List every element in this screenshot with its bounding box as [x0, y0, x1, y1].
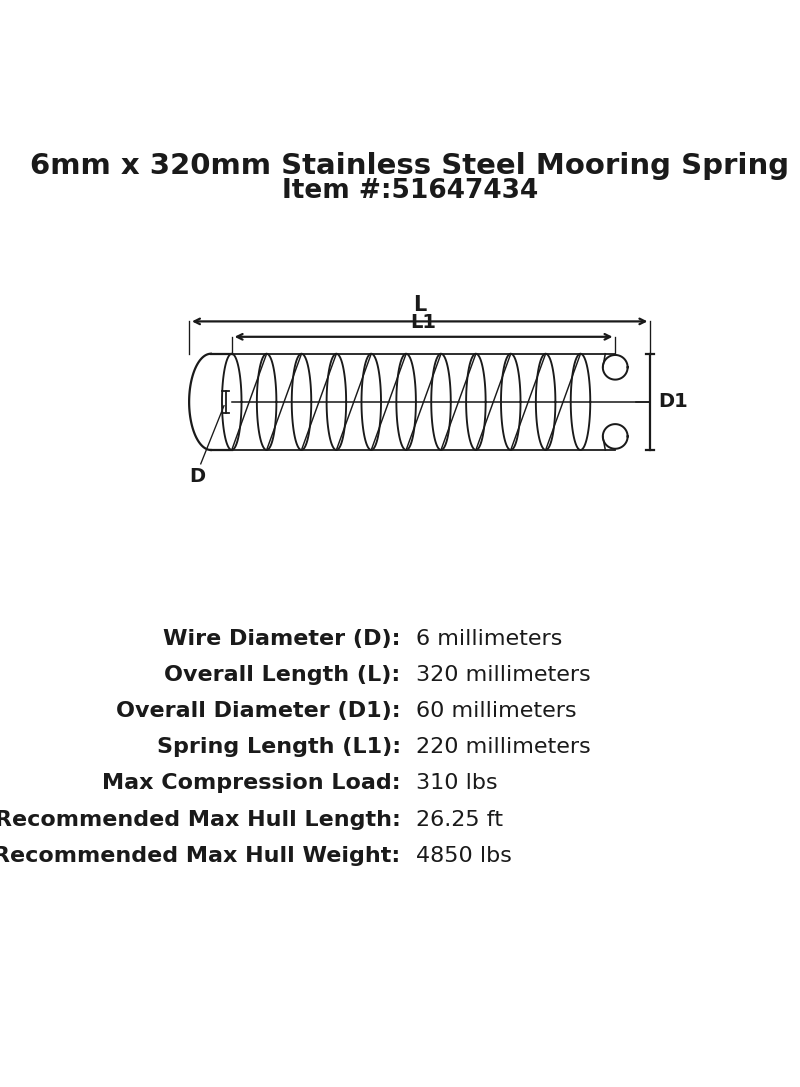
Text: 6mm x 320mm Stainless Steel Mooring Spring: 6mm x 320mm Stainless Steel Mooring Spri…	[30, 152, 790, 180]
Text: L: L	[413, 296, 426, 315]
Text: L1: L1	[410, 313, 437, 333]
Text: 26.25 ft: 26.25 ft	[416, 810, 503, 829]
Text: Recommended Max Hull Weight:: Recommended Max Hull Weight:	[0, 846, 401, 865]
Text: Item #:51647434: Item #:51647434	[282, 178, 538, 204]
Text: 4850 lbs: 4850 lbs	[416, 846, 512, 865]
Text: Spring Length (L1):: Spring Length (L1):	[157, 737, 401, 758]
Text: 60 millimeters: 60 millimeters	[416, 701, 577, 721]
Text: D1: D1	[658, 392, 688, 411]
Text: 6 millimeters: 6 millimeters	[416, 628, 562, 649]
Text: Max Compression Load:: Max Compression Load:	[102, 773, 401, 794]
Text: 220 millimeters: 220 millimeters	[416, 737, 591, 758]
Text: 310 lbs: 310 lbs	[416, 773, 498, 794]
Text: Overall Length (L):: Overall Length (L):	[165, 665, 401, 685]
Text: Overall Diameter (D1):: Overall Diameter (D1):	[116, 701, 401, 721]
Text: Wire Diameter (D):: Wire Diameter (D):	[163, 628, 401, 649]
Text: D: D	[189, 467, 205, 486]
Text: Recommended Max Hull Length:: Recommended Max Hull Length:	[0, 810, 401, 829]
Text: 320 millimeters: 320 millimeters	[416, 665, 591, 685]
